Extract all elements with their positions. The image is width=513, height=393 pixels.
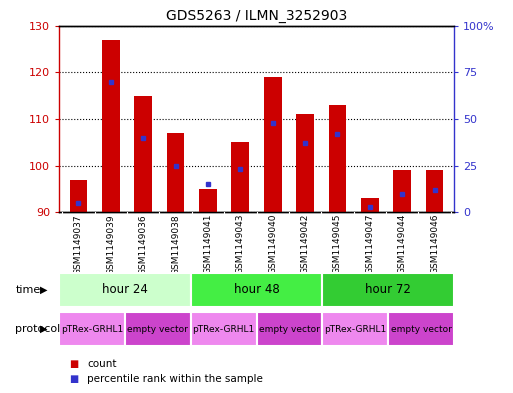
Text: GSM1149046: GSM1149046 [430,214,439,274]
Bar [361,198,379,212]
Bar [264,77,282,212]
Text: GSM1149036: GSM1149036 [139,214,148,275]
Text: pTRex-GRHL1: pTRex-GRHL1 [192,325,255,334]
Text: GSM1149041: GSM1149041 [204,214,212,274]
Text: pTRex-GRHL1: pTRex-GRHL1 [324,325,386,334]
Text: GSM1149045: GSM1149045 [333,214,342,274]
Text: protocol: protocol [15,324,61,334]
Bar [256,312,322,346]
Text: empty vector: empty vector [391,325,451,334]
Text: percentile rank within the sample: percentile rank within the sample [87,374,263,384]
Text: ▶: ▶ [40,285,48,295]
Text: count: count [87,358,117,369]
Bar [70,180,87,212]
Text: ■: ■ [69,358,78,369]
Text: GSM1149044: GSM1149044 [398,214,407,274]
Bar [167,133,185,212]
Text: ▶: ▶ [40,324,48,334]
Bar [426,170,443,212]
Bar [59,273,191,307]
Bar [191,312,256,346]
Bar [296,114,314,212]
Bar [322,312,388,346]
Text: GSM1149047: GSM1149047 [365,214,374,274]
Text: hour 48: hour 48 [233,283,280,296]
Text: GSM1149038: GSM1149038 [171,214,180,275]
Text: GSM1149037: GSM1149037 [74,214,83,275]
Bar [102,40,120,212]
Title: GDS5263 / ILMN_3252903: GDS5263 / ILMN_3252903 [166,9,347,23]
Bar [388,312,454,346]
Text: GSM1149042: GSM1149042 [301,214,309,274]
Text: empty vector: empty vector [259,325,320,334]
Bar [191,273,322,307]
Bar [322,273,454,307]
Bar [393,170,411,212]
Bar [231,142,249,212]
Text: pTRex-GRHL1: pTRex-GRHL1 [61,325,123,334]
Bar [59,312,125,346]
Bar [199,189,217,212]
Text: ■: ■ [69,374,78,384]
Text: time: time [15,285,41,295]
Text: hour 24: hour 24 [102,283,148,296]
Bar [134,95,152,212]
Text: empty vector: empty vector [127,325,188,334]
Text: GSM1149039: GSM1149039 [106,214,115,275]
Bar [125,312,191,346]
Text: GSM1149040: GSM1149040 [268,214,277,274]
Bar [328,105,346,212]
Text: hour 72: hour 72 [365,283,411,296]
Text: GSM1149043: GSM1149043 [236,214,245,274]
